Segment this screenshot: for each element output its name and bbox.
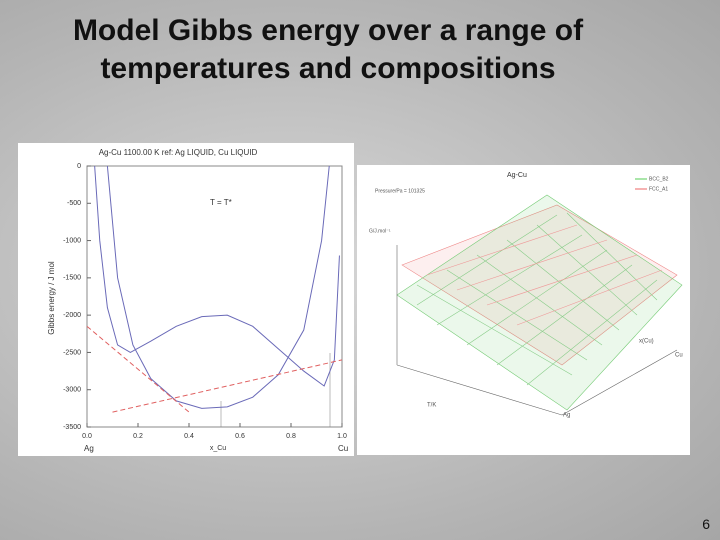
x-axis-label: x(Cu) xyxy=(639,339,654,345)
y-tick-label: -1000 xyxy=(63,237,81,244)
z-axis-label: G/J.mol⁻¹ xyxy=(369,228,391,234)
x-tick-label: 0.6 xyxy=(235,433,245,440)
y-tick-label: -2500 xyxy=(63,349,81,356)
corner-label: Cu xyxy=(675,353,683,359)
legend-entry: FCC_A1 xyxy=(649,186,668,192)
x-end-label: Cu xyxy=(338,444,348,453)
slide-title: Model Gibbs energy over a range of tempe… xyxy=(72,14,584,85)
y-tick-label: -3500 xyxy=(63,424,81,431)
gibbs-chart: Ag-Cu 1100.00 K ref: Ag LIQUID, Cu LIQUI… xyxy=(18,143,354,456)
x-tick-label: 0.8 xyxy=(286,433,296,440)
y-tick-label: -3000 xyxy=(63,387,81,394)
corner-label: Ag xyxy=(563,413,570,419)
annotation: T = T* xyxy=(210,198,232,207)
curve xyxy=(94,165,340,387)
x-tick-label: 0.0 xyxy=(82,433,92,440)
surface-plot: Ag-Cu Pressure/Pa = 101325 BCC_B2 FCC_A1… xyxy=(357,165,690,455)
chart-title: Ag-Cu 1100.00 K ref: Ag LIQUID, Cu LIQUI… xyxy=(99,148,258,157)
curve xyxy=(112,359,343,413)
y-tick-label: 0 xyxy=(77,163,81,170)
pressure-label: Pressure/Pa = 101325 xyxy=(375,188,425,194)
x-axis-label: x_Cu xyxy=(210,445,226,452)
x-tick-label: 1.0 xyxy=(337,433,347,440)
y-tick-label: -500 xyxy=(67,200,81,207)
curve xyxy=(106,165,330,409)
x-tick-label: 0.4 xyxy=(184,433,194,440)
page-number: 6 xyxy=(702,516,710,532)
y-axis-label: Gibbs energy / J mol xyxy=(47,261,56,335)
y-tick-label: -1500 xyxy=(63,275,81,282)
plot-frame xyxy=(86,165,343,428)
x-tick-label: 0.2 xyxy=(133,433,143,440)
curve xyxy=(86,325,190,413)
legend-entry: BCC_B2 xyxy=(649,176,669,182)
t-axis-label: T/K xyxy=(427,403,436,409)
x-end-label: Ag xyxy=(84,444,94,453)
plot-title: Ag-Cu xyxy=(507,172,527,179)
surface-mesh xyxy=(396,194,683,416)
y-tick-label: -2000 xyxy=(63,312,81,319)
